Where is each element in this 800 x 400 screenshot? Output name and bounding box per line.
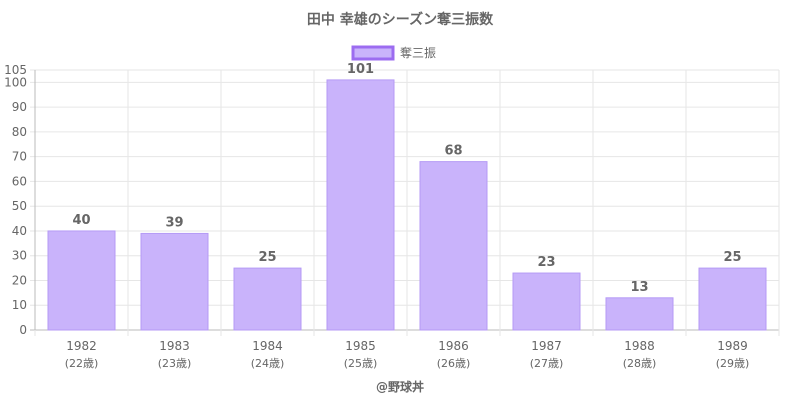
data-label: 23 — [537, 255, 555, 270]
legend-swatch — [351, 45, 395, 61]
bars — [47, 79, 767, 331]
y-tick-label: 70 — [12, 150, 27, 164]
data-label: 39 — [165, 215, 183, 230]
bar[interactable] — [47, 230, 116, 331]
footer-credit: @野球丼 — [376, 379, 424, 394]
x-tick-label: 1984 — [252, 339, 283, 353]
chart-title: 田中 幸雄のシーズン奪三振数 — [307, 11, 494, 28]
x-tick-sublabel: (24歳) — [251, 357, 285, 370]
x-axis-ticks: 1982 (22歳) 1983 (23歳) 1984 (24歳) 1985 (25歳) 1986… — [65, 339, 750, 370]
x-tick-label: 1985 — [345, 339, 376, 353]
x-tick-label: 1988 — [624, 339, 655, 353]
y-tick-label: 40 — [12, 224, 27, 238]
x-tick-sublabel: (22歳) — [65, 357, 99, 370]
x-tick-label: 1989 — [717, 339, 748, 353]
legend[interactable]: 奪三振 — [351, 45, 436, 61]
y-tick-label: 20 — [12, 273, 27, 287]
y-tick-label: 90 — [12, 100, 27, 114]
x-tick-label: 1982 — [66, 339, 97, 353]
data-label: 25 — [258, 250, 276, 265]
x-tick-label: 1986 — [438, 339, 469, 353]
bar[interactable] — [512, 272, 581, 331]
y-tick-label: 0 — [19, 323, 27, 337]
bar[interactable] — [419, 161, 488, 331]
y-tick-label: 80 — [12, 125, 27, 139]
data-labels: 40 39 25 101 68 23 13 25 — [72, 62, 741, 295]
y-tick-label: 50 — [12, 199, 27, 213]
y-tick-label: 10 — [12, 298, 27, 312]
bar[interactable] — [605, 297, 674, 331]
x-tick-label: 1987 — [531, 339, 562, 353]
x-tick-sublabel: (26歳) — [437, 357, 471, 370]
y-tick-label: 105 — [4, 63, 27, 77]
data-label: 25 — [723, 250, 741, 265]
y-tick-label: 100 — [4, 75, 27, 89]
data-label: 101 — [347, 62, 374, 77]
bar[interactable] — [140, 232, 209, 331]
x-tick-sublabel: (23歳) — [158, 357, 192, 370]
x-tick-sublabel: (28歳) — [623, 357, 657, 370]
bar[interactable] — [326, 79, 395, 331]
bar[interactable] — [698, 267, 767, 331]
x-tick-sublabel: (29歳) — [716, 357, 750, 370]
data-label: 13 — [630, 280, 648, 295]
x-tick-label: 1983 — [159, 339, 190, 353]
bar[interactable] — [233, 267, 302, 331]
legend-label: 奪三振 — [400, 45, 436, 60]
x-tick-sublabel: (27歳) — [530, 357, 564, 370]
data-label: 40 — [72, 213, 90, 228]
data-label: 68 — [444, 144, 462, 159]
y-tick-label: 30 — [12, 249, 27, 263]
x-tick-sublabel: (25歳) — [344, 357, 378, 370]
y-tick-label: 60 — [12, 174, 27, 188]
